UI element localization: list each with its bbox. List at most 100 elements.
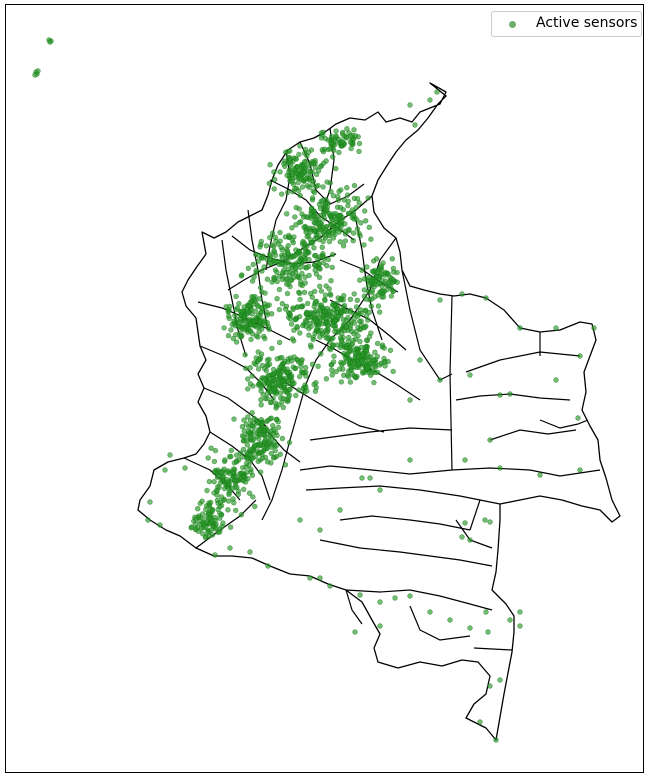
sensor-point — [302, 256, 308, 262]
sensor-point — [196, 518, 203, 524]
sensor-point — [248, 434, 254, 441]
sensor-point — [307, 168, 314, 175]
sensor-point — [354, 226, 361, 232]
sensor-point — [351, 315, 358, 322]
sensor-point — [258, 449, 265, 456]
sensor-point — [335, 313, 341, 320]
sensor-point — [336, 149, 342, 156]
sensor-point — [462, 520, 468, 526]
sensor-point — [369, 277, 375, 283]
sensor-point — [328, 139, 334, 146]
sensor-point — [255, 366, 262, 372]
sensor-point — [363, 337, 370, 343]
sensor-point — [305, 300, 311, 307]
sensor-point — [374, 353, 381, 360]
sensor-point — [241, 417, 247, 423]
sensor-point — [287, 386, 293, 392]
sensor-point — [297, 264, 303, 271]
sensor-point — [254, 433, 260, 440]
sensor-point — [357, 338, 363, 345]
sensor-point — [376, 280, 382, 286]
sensor-point — [286, 232, 292, 239]
sensor-point — [252, 442, 258, 448]
sensor-point — [327, 291, 333, 297]
sensor-point — [296, 206, 302, 212]
sensor-point — [299, 270, 305, 277]
sensor-point — [244, 442, 251, 448]
sensor-point — [276, 381, 282, 387]
sensor-point — [347, 379, 354, 385]
sensor-point — [329, 264, 335, 271]
sensor-point — [250, 261, 256, 268]
sensor-point — [301, 389, 307, 395]
sensor-point — [328, 278, 334, 284]
sensor-point — [237, 475, 243, 482]
sensor-point — [313, 171, 320, 178]
sensor-point — [311, 303, 317, 309]
sensor-point — [239, 424, 246, 430]
sensor-point — [351, 127, 357, 133]
sensor-point — [249, 278, 256, 284]
sensor-point — [226, 490, 232, 496]
sensor-point — [193, 521, 199, 527]
sensor-point — [220, 474, 227, 480]
sensor-point — [317, 205, 324, 212]
sensor-point — [248, 466, 254, 473]
sensor-point — [327, 583, 333, 589]
sensor-point — [250, 331, 256, 337]
sensor-point — [363, 296, 370, 302]
sensor-point — [314, 325, 320, 332]
sensor-point — [262, 445, 268, 451]
sensor-point — [517, 623, 523, 629]
sensor-point — [390, 368, 396, 375]
legend: Active sensors — [491, 11, 642, 37]
sensor-point — [200, 511, 206, 517]
sensor-point — [241, 486, 247, 493]
sensor-point — [265, 417, 271, 424]
sensor-point — [267, 234, 273, 241]
sensor-point — [392, 595, 398, 601]
sensor-point — [221, 325, 227, 331]
sensor-point — [248, 336, 254, 343]
sensor-point — [274, 356, 280, 362]
sensor-point — [339, 131, 346, 137]
sensor-point — [276, 402, 282, 408]
sensor-point — [485, 629, 491, 635]
sensor-point — [353, 204, 359, 211]
sensor-point — [311, 189, 318, 196]
sensor-point — [253, 270, 259, 276]
sensor-point — [239, 470, 245, 476]
sensor-point — [318, 288, 325, 294]
sensor-point — [302, 280, 308, 286]
sensor-point — [291, 338, 297, 344]
sensor-point — [407, 593, 413, 599]
sensor-point — [222, 485, 228, 492]
sensor-point — [344, 185, 350, 191]
sensor-point — [277, 169, 283, 175]
sensor-point — [349, 341, 356, 347]
sensor-point — [189, 524, 195, 530]
sensor-point — [343, 344, 350, 350]
sensor-point — [362, 324, 368, 330]
sensor-point — [291, 327, 297, 333]
sensor-point — [303, 265, 310, 271]
sensor-point — [240, 464, 246, 471]
sensor-point — [305, 163, 311, 169]
sensor-point — [350, 238, 356, 244]
sensor-point — [240, 446, 247, 453]
sensor-point — [297, 192, 303, 199]
sensor-point — [208, 445, 214, 451]
sensor-point — [272, 447, 278, 454]
sensor-point — [252, 503, 258, 510]
sensor-point — [312, 298, 319, 305]
sensor-point — [320, 149, 327, 155]
sensor-point — [368, 236, 374, 242]
sensor-point — [467, 537, 473, 543]
sensor-point — [251, 360, 257, 366]
sensor-point — [364, 365, 371, 371]
sensor-point — [268, 399, 274, 406]
sensor-point — [298, 358, 304, 364]
sensor-point — [553, 377, 559, 383]
sensor-point — [437, 297, 443, 303]
sensor-point — [323, 224, 330, 230]
